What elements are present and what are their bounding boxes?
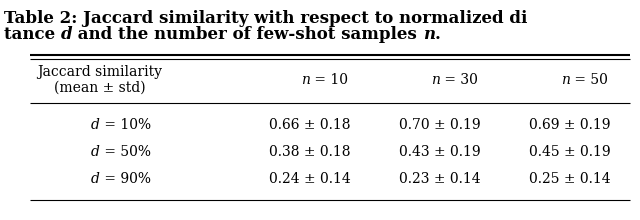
Text: = 50%: = 50% <box>100 145 151 159</box>
Text: 0.23 ± 0.14: 0.23 ± 0.14 <box>399 172 481 186</box>
Text: d: d <box>91 145 100 159</box>
Text: d: d <box>61 26 72 43</box>
Text: d: d <box>91 172 100 186</box>
Text: n: n <box>431 73 440 87</box>
Text: 0.70 ± 0.19: 0.70 ± 0.19 <box>399 118 481 132</box>
Text: = 90%: = 90% <box>100 172 151 186</box>
Text: and the number of few-shot samples: and the number of few-shot samples <box>72 26 423 43</box>
Text: = 50: = 50 <box>570 73 608 87</box>
Text: = 10%: = 10% <box>100 118 151 132</box>
Text: Jaccard similarity: Jaccard similarity <box>38 65 163 79</box>
Text: (mean ± std): (mean ± std) <box>54 81 146 95</box>
Text: 0.69 ± 0.19: 0.69 ± 0.19 <box>529 118 611 132</box>
Text: 0.43 ± 0.19: 0.43 ± 0.19 <box>399 145 481 159</box>
Text: 0.24 ± 0.14: 0.24 ± 0.14 <box>269 172 351 186</box>
Text: = 10: = 10 <box>310 73 348 87</box>
Text: = 30: = 30 <box>440 73 478 87</box>
Text: .: . <box>435 26 441 43</box>
Text: 0.45 ± 0.19: 0.45 ± 0.19 <box>529 145 611 159</box>
Text: 0.25 ± 0.14: 0.25 ± 0.14 <box>529 172 611 186</box>
Text: tance: tance <box>4 26 61 43</box>
Text: 0.38 ± 0.18: 0.38 ± 0.18 <box>269 145 351 159</box>
Text: n: n <box>301 73 310 87</box>
Text: n: n <box>561 73 570 87</box>
Text: n: n <box>423 26 435 43</box>
Text: 0.66 ± 0.18: 0.66 ± 0.18 <box>269 118 351 132</box>
Text: Table 2: Jaccard similarity with respect to normalized di: Table 2: Jaccard similarity with respect… <box>4 10 527 27</box>
Text: d: d <box>91 118 100 132</box>
